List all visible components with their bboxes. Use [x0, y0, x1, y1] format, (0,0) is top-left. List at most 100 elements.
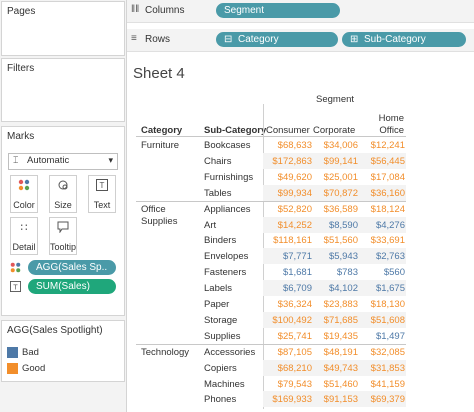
sales-value-cell[interactable]: $68,633 [277, 140, 312, 151]
detail-dots-icon: ∷ [20, 222, 28, 234]
subcategory-cell[interactable]: Envelopes [204, 251, 249, 263]
sales-value-cell[interactable]: $7,771 [282, 251, 312, 263]
sales-value-cell[interactable]: $4,102 [328, 283, 358, 295]
agg-sales-spotlight-pill[interactable]: AGG(Sales Sp.. [28, 260, 116, 275]
sales-value-cell[interactable]: $169,933 [272, 394, 312, 406]
detail-button[interactable]: ∷ Detail [10, 217, 38, 255]
sales-value-cell[interactable]: $31,853 [370, 362, 405, 374]
sales-value-cell[interactable]: $4,276 [375, 219, 405, 231]
sales-value-cell[interactable]: $2,763 [375, 251, 405, 263]
legend-swatch-bad[interactable] [7, 347, 18, 358]
sales-value-cell[interactable]: $8,590 [328, 219, 358, 231]
category-cell[interactable]: Furniture [141, 140, 180, 151]
subcategory-cell[interactable]: Binders [204, 235, 237, 247]
subcategory-cell[interactable]: Art [204, 219, 217, 231]
sum-sales-pill[interactable]: SUM(Sales) [28, 279, 116, 294]
rows-label: Rows [145, 34, 171, 45]
subcategory-cell[interactable]: Supplies [204, 330, 241, 342]
sales-value-cell[interactable]: $36,160 [370, 187, 405, 199]
sales-value-cell[interactable]: $23,883 [323, 299, 358, 310]
sales-value-cell[interactable]: $100,492 [272, 314, 312, 326]
sales-value-cell[interactable]: $34,006 [323, 140, 358, 151]
sales-value-cell[interactable]: $70,872 [323, 187, 358, 199]
divider [136, 136, 406, 137]
marks-title: Marks [7, 131, 35, 142]
sales-value-cell[interactable]: $12,241 [370, 140, 405, 151]
sales-value-cell[interactable]: $118,161 [273, 235, 312, 247]
category-cell[interactable]: Office Supplies [141, 203, 178, 227]
rows-icon: ≡ [131, 33, 137, 44]
legend-swatch-good[interactable] [7, 363, 18, 374]
subcategory-cell[interactable]: Chairs [204, 155, 232, 167]
size-button[interactable]: Size [49, 175, 77, 213]
sales-value-cell[interactable]: $18,130 [370, 299, 405, 310]
color-marks-icon [10, 262, 21, 276]
sales-value-cell[interactable]: $33,691 [370, 235, 405, 247]
sales-value-cell[interactable]: $25,741 [277, 330, 312, 342]
sales-value-cell[interactable]: $49,620 [277, 171, 312, 183]
category-cell[interactable]: Technology [141, 346, 190, 358]
text-button[interactable]: T Text [88, 175, 116, 213]
subcategory-cell[interactable]: Labels [204, 283, 232, 295]
sales-value-cell[interactable]: $36,324 [277, 299, 312, 310]
subcategory-cell[interactable]: Storage [204, 314, 238, 326]
subcategory-cell[interactable]: Bookcases [204, 140, 251, 151]
sales-value-cell[interactable]: $1,675 [375, 283, 405, 295]
sales-value-cell[interactable]: $32,085 [370, 346, 405, 358]
sales-value-cell[interactable]: $49,743 [323, 362, 358, 374]
sales-value-cell[interactable]: $99,141 [323, 155, 358, 167]
sales-value-cell[interactable]: $18,124 [370, 203, 405, 215]
sales-value-cell[interactable]: $36,589 [323, 203, 358, 215]
subcategory-cell[interactable]: Fasteners [204, 267, 247, 279]
subcategory-pill[interactable]: ⊞ Sub-Category [342, 32, 466, 47]
sales-value-cell[interactable]: $17,084 [370, 171, 405, 183]
sales-value-cell[interactable]: $1,681 [282, 267, 312, 279]
row-band [263, 216, 406, 233]
sales-value-cell[interactable]: $99,934 [277, 187, 312, 199]
sales-value-cell[interactable]: $68,210 [277, 362, 312, 374]
sales-value-cell[interactable]: $25,001 [323, 171, 358, 183]
sales-value-cell[interactable]: $91,153 [323, 394, 358, 406]
sales-value-cell[interactable]: $51,608 [370, 314, 405, 326]
sales-value-cell[interactable]: $69,379 [370, 394, 405, 406]
sales-value-cell[interactable]: $52,820 [277, 203, 312, 215]
subcategory-cell[interactable]: Tables [204, 187, 232, 199]
color-button[interactable]: Color [10, 175, 38, 213]
filters-card[interactable]: Filters [1, 58, 125, 122]
pages-card[interactable]: Pages [1, 1, 125, 56]
sales-value-cell[interactable]: $56,445 [370, 155, 405, 167]
sales-value-cell[interactable]: $41,159 [370, 378, 405, 390]
sales-value-cell[interactable]: $71,685 [323, 314, 358, 326]
sales-value-cell[interactable]: $51,460 [323, 378, 358, 390]
sales-value-cell[interactable]: $14,252 [277, 219, 312, 231]
sales-value-cell[interactable]: $19,435 [323, 330, 358, 342]
sales-value-cell[interactable]: $79,543 [277, 378, 312, 390]
sales-value-cell[interactable]: $48,191 [323, 346, 358, 358]
sales-value-cell[interactable]: $560 [383, 267, 405, 279]
text-label: Text [93, 200, 111, 210]
sales-value-cell[interactable]: $6,709 [282, 283, 312, 295]
sales-value-cell[interactable]: $783 [336, 267, 358, 279]
subcategory-cell[interactable]: Accessories [204, 346, 256, 358]
subcategory-cell[interactable]: Copiers [204, 362, 237, 374]
subcategory-cell[interactable]: Phones [204, 394, 237, 406]
subcategory-cell[interactable]: Paper [204, 299, 230, 310]
subcategory-cell[interactable]: Furnishings [204, 171, 254, 183]
subcategory-cell[interactable]: Appliances [204, 203, 251, 215]
segment-pill[interactable]: Segment [216, 3, 340, 18]
rows-shelf[interactable]: ≡ Rows ⊟ Category ⊞ Sub-Category [127, 29, 474, 52]
sales-value-cell[interactable]: $87,105 [277, 346, 312, 358]
sales-value-cell[interactable]: $172,863 [272, 155, 312, 167]
mark-type-dropdown[interactable]: ⌶ Automatic ▾ [8, 153, 118, 170]
row-band [263, 152, 406, 169]
columns-shelf[interactable]: ‖‖ Columns Segment [127, 0, 474, 23]
subcategory-cell[interactable]: Machines [204, 378, 245, 390]
category-pill[interactable]: ⊟ Category [216, 32, 338, 47]
tooltip-button[interactable]: Tooltip [49, 217, 77, 255]
chevron-down-icon: ▾ [108, 155, 113, 165]
sales-value-cell[interactable]: $1,497 [375, 330, 405, 342]
mark-type-value: Automatic [27, 155, 70, 166]
sales-value-cell[interactable]: $51,560 [323, 235, 358, 247]
sales-value-cell[interactable]: $5,943 [328, 251, 358, 263]
text-t-icon: T [89, 179, 115, 194]
